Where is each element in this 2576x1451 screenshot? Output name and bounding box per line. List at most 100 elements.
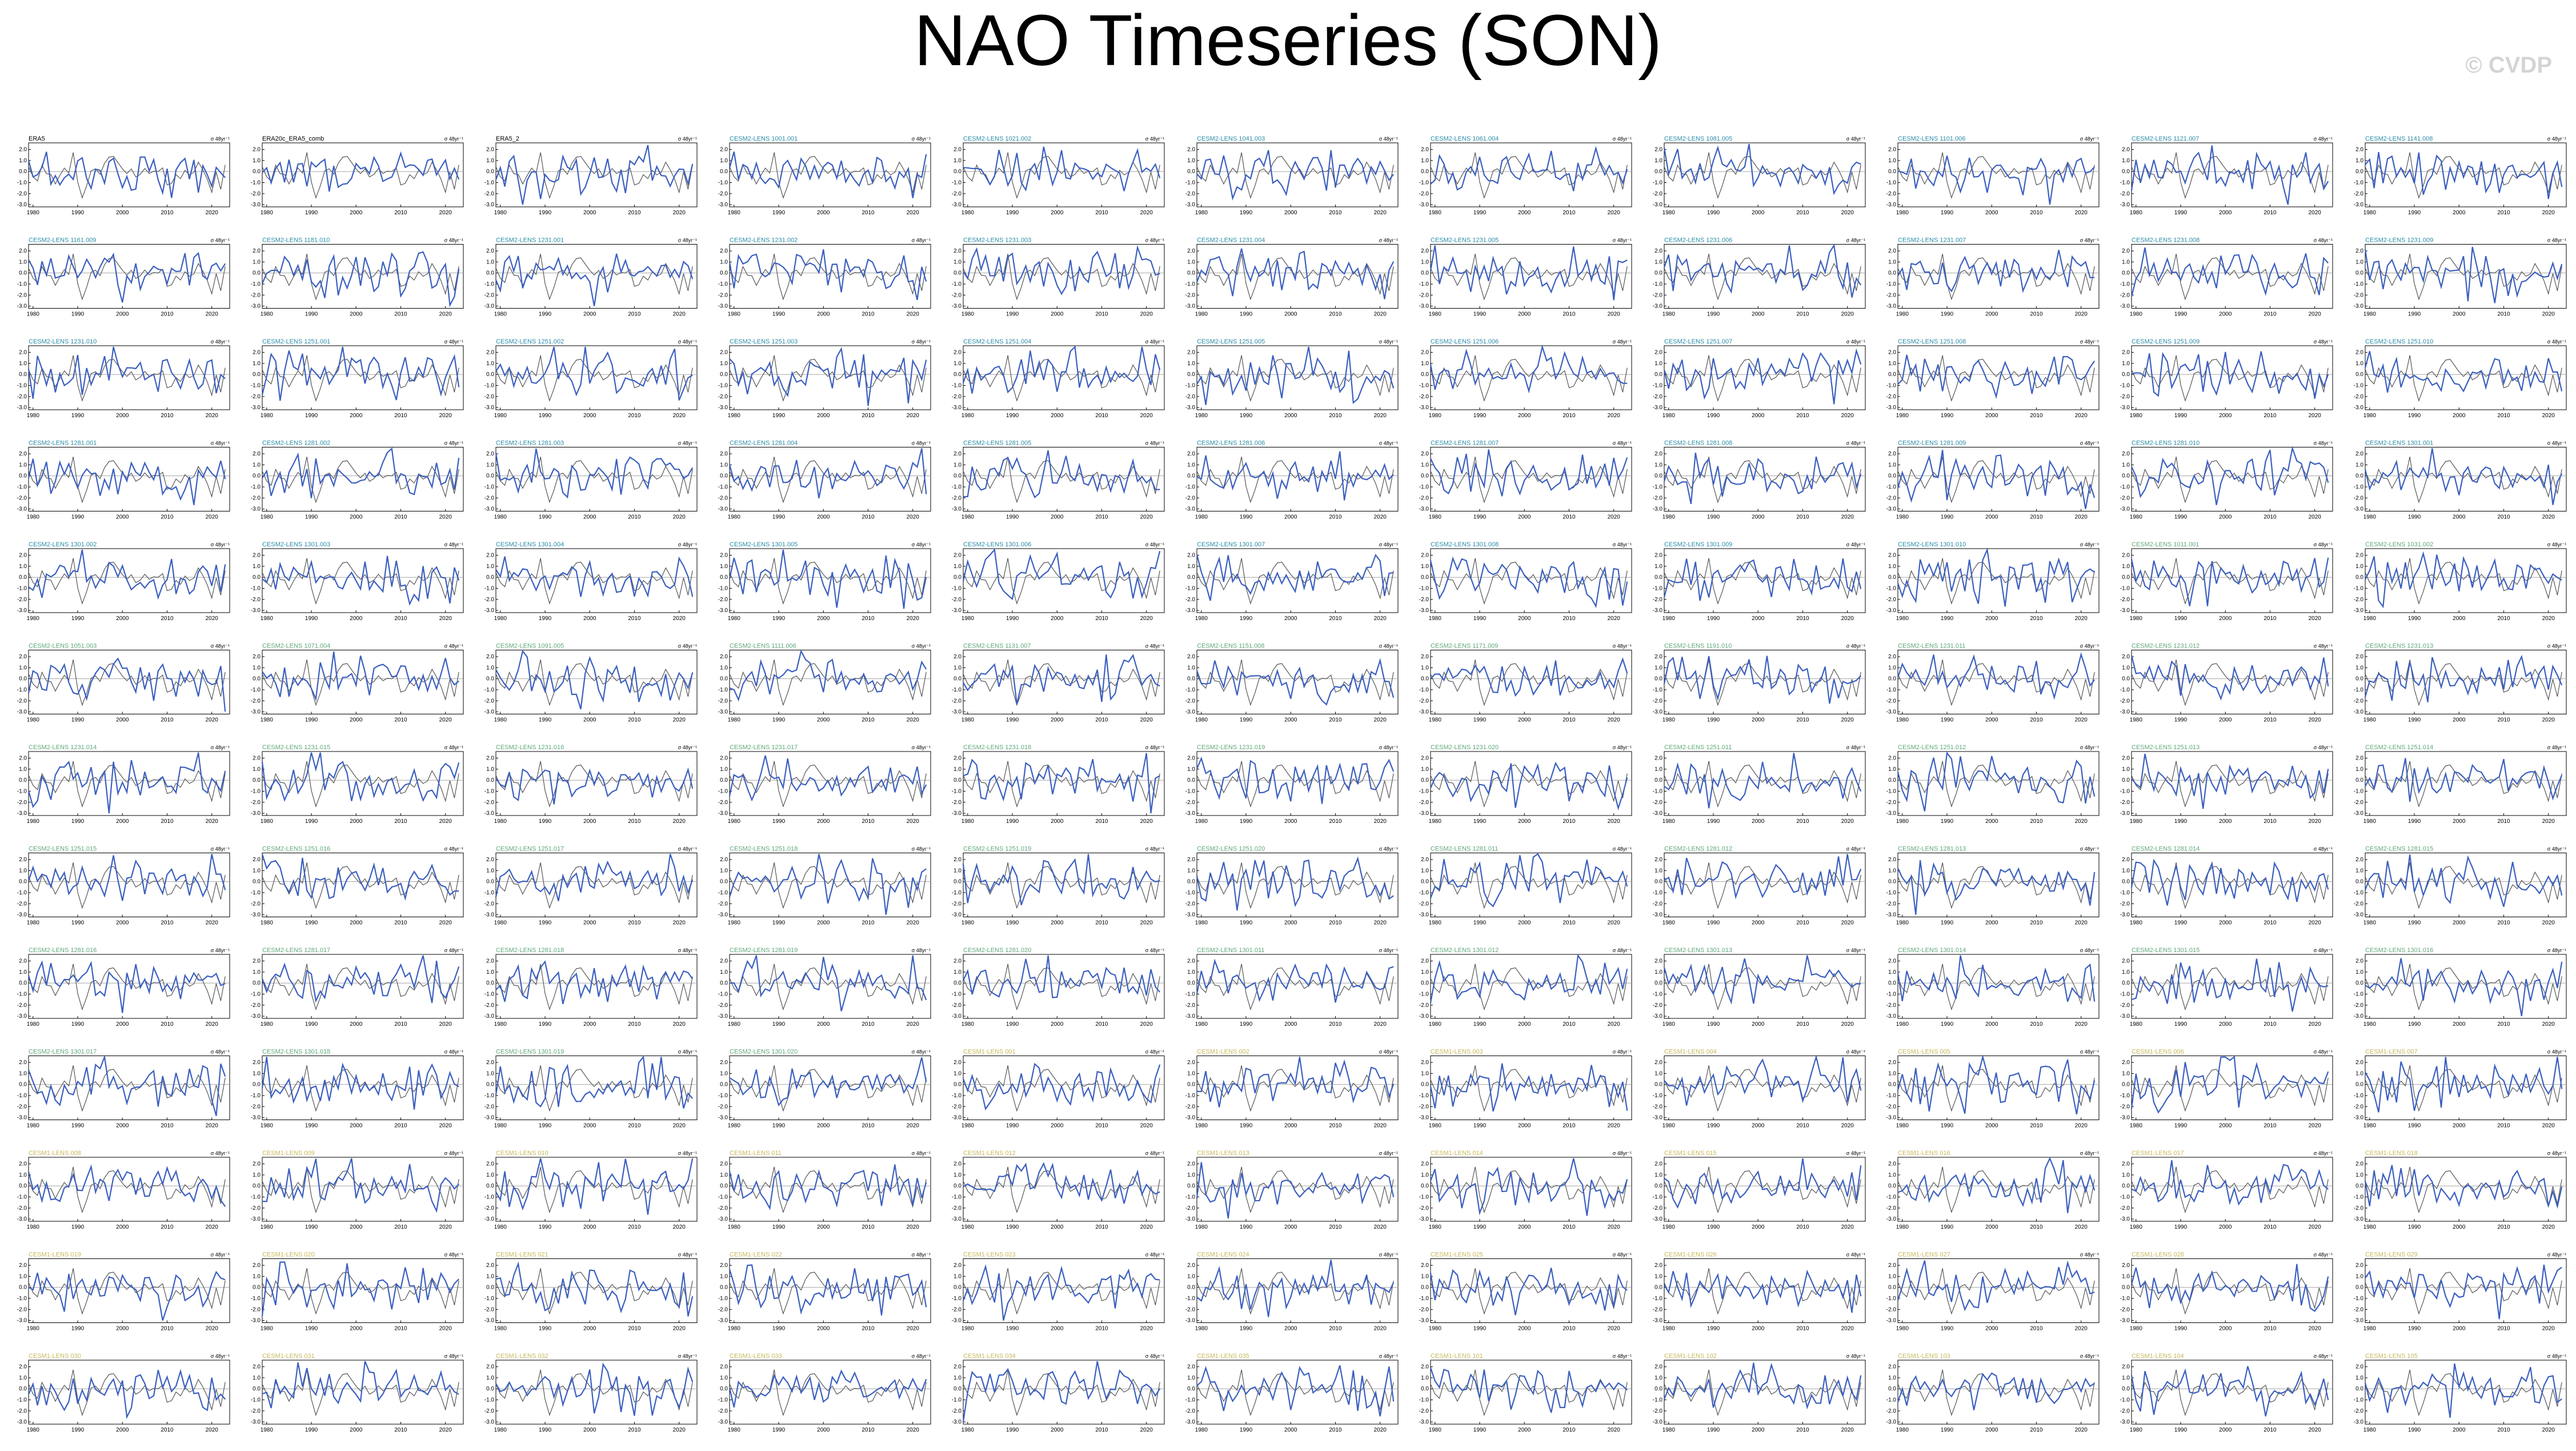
plot-frame <box>2131 954 2333 1019</box>
series-line-member <box>1196 1057 1395 1108</box>
plot-frame <box>1897 1360 2100 1425</box>
y-tick-label: 0.0 <box>720 1386 728 1392</box>
x-tick-label: 2010 <box>2030 1326 2043 1332</box>
y-tick-label: -1.0 <box>251 1093 261 1099</box>
x-tick-label: 2010 <box>394 1123 407 1129</box>
panel: CESM1-LENS 015 σ 48yr⁻¹2.01.00.0-1.0-2.0-… <box>1653 1150 1866 1230</box>
y-tick-label: -1.0 <box>1653 1194 1663 1201</box>
x-tick-label: 2010 <box>394 1326 407 1332</box>
y-tick-label: -1.0 <box>251 1296 261 1302</box>
series-line-member <box>728 755 927 802</box>
x-tick-label: 2010 <box>1563 311 1576 318</box>
y-tick-label: -3.0 <box>2120 1419 2130 1425</box>
y-tick-label: 1.0 <box>720 361 728 367</box>
series-line-member <box>1196 1162 1395 1219</box>
x-tick-label: 2010 <box>2030 514 2043 521</box>
x-tick-label: 2020 <box>439 615 452 622</box>
series-line-observed <box>262 254 459 301</box>
x-tick-label: 1980 <box>2130 514 2143 521</box>
y-tick-label: -2.0 <box>484 1205 495 1212</box>
x-tick-label: 2010 <box>1095 1021 1108 1028</box>
series-line-member <box>2364 246 2563 303</box>
x-tick-label: 1980 <box>1195 1021 1208 1028</box>
x-tick-label: 2010 <box>394 413 407 419</box>
y-tick-label: -1.0 <box>1653 1397 1663 1404</box>
plot-frame <box>729 548 931 613</box>
y-tick-label: 2.0 <box>1187 350 1195 356</box>
x-tick-label: 2000 <box>1051 311 1064 318</box>
y-tick-label: -1.0 <box>718 687 728 693</box>
panel: CESM1-LENS 004 σ 48yr⁻¹2.01.00.0-1.0-2.0-… <box>1653 1049 1866 1129</box>
y-tick-label: -3.0 <box>1653 1419 1663 1425</box>
y-tick-label: -2.0 <box>2120 292 2130 298</box>
y-tick-label: -2.0 <box>484 1306 495 1313</box>
x-tick-label: 2010 <box>1329 1427 1342 1433</box>
x-tick-label: 1990 <box>1240 717 1253 723</box>
x-tick-label: 2020 <box>1374 1021 1387 1028</box>
y-tick-label: -3.0 <box>1886 1115 1897 1121</box>
x-tick-label: 1980 <box>962 1224 975 1230</box>
y-tick-label: -3.0 <box>484 1419 495 1425</box>
x-tick-label: 2000 <box>1752 514 1765 521</box>
plot-frame <box>2365 650 2567 714</box>
units-label: σ 48yr⁻¹ <box>211 1150 230 1156</box>
x-tick-label: 1990 <box>1240 514 1253 521</box>
panel: CESM2-LENS 1231.016 σ 48yr⁻¹2.01.00.0-1.0… <box>484 744 698 825</box>
y-tick-label: 2.0 <box>1421 958 1429 965</box>
x-tick-label: 2010 <box>394 1224 407 1230</box>
y-tick-label: 0.0 <box>1187 1082 1195 1088</box>
units-label: σ 48yr⁻¹ <box>2314 1353 2333 1359</box>
y-tick-label: -3.0 <box>2120 506 2130 513</box>
y-tick-label: 0.0 <box>1421 1183 1429 1189</box>
panel-title: CESM1-LENS 009 <box>262 1150 315 1157</box>
panel: CESM1-LENS 001 σ 48yr⁻¹2.01.00.0-1.0-2.0-… <box>952 1049 1165 1129</box>
panel: CESM2-LENS 1281.010 σ 48yr⁻¹2.01.00.0-1.0… <box>2120 440 2333 521</box>
x-tick-label: 1990 <box>2174 413 2188 419</box>
y-tick-label: 2.0 <box>253 958 261 965</box>
x-tick-label: 1990 <box>71 1326 85 1332</box>
x-tick-label: 2020 <box>1841 514 1854 521</box>
units-label: σ 48yr⁻¹ <box>1846 846 1865 852</box>
units-label: σ 48yr⁻¹ <box>1613 1150 1632 1156</box>
x-tick-label: 2010 <box>862 413 875 419</box>
y-tick-label: -2.0 <box>17 495 27 501</box>
series-line-observed <box>963 152 1160 199</box>
y-tick-label: -1.0 <box>2354 1296 2364 1302</box>
panel: CESM2-LENS 1251.005 σ 48yr⁻¹2.01.00.0-1.0… <box>1185 338 1399 419</box>
x-tick-label: 2020 <box>1140 1224 1153 1230</box>
y-tick-label: -3.0 <box>1185 405 1196 411</box>
y-tick-label: 2.0 <box>486 1060 494 1066</box>
y-tick-label: 2.0 <box>486 1364 494 1370</box>
y-tick-label: -2.0 <box>17 292 27 298</box>
y-tick-label: 0.0 <box>1654 980 1662 986</box>
panel: CESM1-LENS 105 σ 48yr⁻¹2.01.00.0-1.0-2.0-… <box>2354 1353 2567 1433</box>
y-tick-label: -1.0 <box>718 383 728 389</box>
y-tick-label: -1.0 <box>1185 1296 1196 1302</box>
y-tick-label: -3.0 <box>2354 303 2364 310</box>
x-tick-label: 1990 <box>2174 818 2188 825</box>
series-line-observed <box>262 558 459 605</box>
y-tick-label: -2.0 <box>17 597 27 603</box>
y-tick-label: -2.0 <box>251 901 261 907</box>
y-tick-label: 2.0 <box>1654 756 1662 762</box>
series-line-observed <box>729 1166 927 1214</box>
x-tick-label: 2000 <box>1752 615 1765 622</box>
y-tick-label: -1.0 <box>251 1397 261 1404</box>
x-tick-label: 2010 <box>2497 1326 2510 1332</box>
x-tick-label: 2020 <box>907 1021 920 1028</box>
x-tick-label: 2000 <box>817 311 830 318</box>
series-line-member <box>495 1261 694 1317</box>
panel-title: CESM1-LENS 027 <box>1898 1252 1950 1258</box>
y-tick-label: -2.0 <box>1419 1002 1429 1009</box>
x-tick-label: 1990 <box>2408 1427 2421 1433</box>
panel-title: CESM2-LENS 1251.009 <box>2132 338 2200 345</box>
y-tick-label: -1.0 <box>1653 281 1663 287</box>
y-tick-label: 1.0 <box>954 969 962 976</box>
x-tick-label: 2020 <box>439 920 452 926</box>
y-tick-label: 1.0 <box>19 1070 27 1077</box>
x-tick-label: 2010 <box>161 1427 174 1433</box>
panel-title: CESM1-LENS 035 <box>1197 1353 1249 1360</box>
y-tick-label: -1.0 <box>718 890 728 896</box>
y-tick-label: -1.0 <box>2354 484 2364 490</box>
y-tick-label: 2.0 <box>1654 1262 1662 1269</box>
